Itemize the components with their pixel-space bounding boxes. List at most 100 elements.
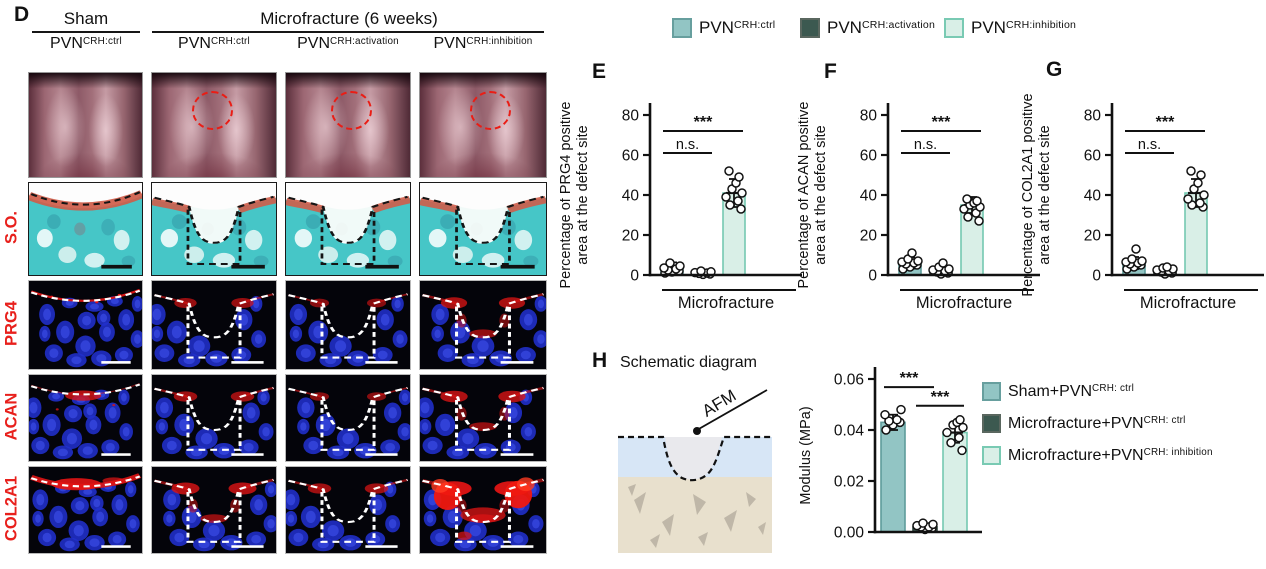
svg-text:area at the defect site: area at the defect site [813,125,829,264]
svg-text:0: 0 [868,268,877,285]
panel-g-letter: G [1046,58,1063,81]
surface-dashed-line [618,435,772,482]
group-header-sham: Sham [63,9,109,28]
micrograph-col2a1-mf-activation [285,466,411,554]
legend-label: PVNCRH:activation [827,18,935,38]
legend-label-base: PVN [699,18,734,37]
svg-text:n.s.: n.s. [1138,137,1161,153]
micrograph-gross-mf-ctrl [151,72,277,178]
column-label-sup: CRH:ctrl [82,35,122,47]
micrograph-col2a1-mf-ctrl [151,466,277,554]
column-label-base: PVN [297,35,331,52]
svg-text:Microfracture: Microfracture [1140,294,1236,312]
svg-text:60: 60 [860,148,878,165]
defect-void [665,437,722,480]
h-legend-swatch-mf-inhibition [982,446,1001,465]
micrograph-so-mf-ctrl [151,182,277,276]
micrograph-acan-mf-ctrl [151,374,277,462]
micrograph-prg4-mf-ctrl [151,280,277,370]
h-legend-label: Microfracture+PVNCRH: inhibition [1008,447,1213,465]
row-label-acan: ACAN [2,392,21,441]
panel-d-letter: D [14,3,30,26]
h-legend-item-mf-ctrl: Microfracture+PVNCRH: ctrl [982,414,1213,433]
afm-cantilever [696,389,768,431]
svg-text:area at the defect site: area at the defect site [1037,125,1053,264]
legend-swatch-inhibition [944,18,964,38]
micrograph-gross-mf-activation [285,72,411,178]
micrograph-prg4-mf-activation [285,280,411,370]
afm-label: AFM [699,386,740,421]
column-label-mf-activation: PVNCRH:activation [285,35,411,53]
h-legend-label-sup: CRH: inhibition [1143,447,1213,459]
row-label-col2a1: COL2A1 [2,475,21,542]
h-legend-item-mf-inhibition: Microfracture+PVNCRH: inhibition [982,446,1213,465]
column-label-mf-inhibition: PVNCRH:inhibition [419,35,547,53]
svg-text:20: 20 [860,228,878,245]
chart-acan-svg: 0 20 40 60 80 Percentage of ACAN positive area… [798,102,1040,312]
svg-text:40: 40 [622,188,640,205]
panel-h-letter: H [592,349,608,372]
h-legend-label-sup: CRH: ctrl [1092,383,1135,395]
micrograph-col2a1-sham [28,466,143,554]
svg-text:20: 20 [1084,228,1102,245]
svg-text:80: 80 [860,108,878,125]
legend-label: PVNCRH:inhibition [971,18,1076,38]
legend-label-base: PVN [827,18,862,37]
legend-item-inhibition: PVNCRH:inhibition [944,18,1076,38]
svg-text:40: 40 [860,188,878,205]
svg-text:Percentage of ACAN positive: Percentage of ACAN positive [798,102,812,289]
column-label-sham-ctrl: PVNCRH:ctrl [28,35,144,53]
micrograph-so-sham [28,182,143,276]
column-label-sup: CRH:ctrl [210,35,250,47]
legend-swatch-ctrl [672,18,692,38]
svg-text:***: *** [900,370,919,387]
column-label-sup: CRH:inhibition [466,35,533,47]
legend-label-base: PVN [971,18,1006,37]
svg-text:40: 40 [1084,188,1102,205]
schematic-diagram: AFM [618,386,772,553]
micrograph-gross-mf-inhibition [419,72,547,178]
legend-label-sup: CRH:activation [861,19,936,32]
svg-text:0: 0 [630,268,639,285]
panel-d-grid [28,72,547,554]
h-legend-label-base: Sham+PVN [1008,382,1093,400]
legend-item-activation: PVNCRH:activation [800,18,935,38]
svg-text:Percentage of PRG4 positive: Percentage of PRG4 positive [560,102,574,289]
legend-label-sup: CRH:ctrl [733,19,776,32]
h-legend-label-base: Microfracture+PVN [1008,414,1144,432]
column-label-base: PVN [178,35,211,52]
svg-text:***: *** [694,114,713,131]
h-legend-swatch-mf-ctrl [982,414,1001,433]
column-label-base: PVN [433,35,467,52]
svg-text:0: 0 [1092,268,1101,285]
column-label-base: PVN [50,35,83,52]
group-header-sham-underline [32,31,140,33]
svg-text:20: 20 [622,228,640,245]
micrograph-prg4-mf-inhibition [419,280,547,370]
h-legend-label: Microfracture+PVNCRH: ctrl [1008,415,1186,433]
micrograph-prg4-sham [28,280,143,370]
defect-circle-marker [470,90,512,130]
micrograph-so-mf-activation [285,182,411,276]
legend-swatch-activation [800,18,820,38]
legend-label: PVNCRH:ctrl [699,18,775,38]
schematic-title: Schematic diagram [620,354,757,371]
legend-label-sup: CRH:inhibition [1005,19,1077,32]
micrograph-acan-sham [28,374,143,462]
svg-text:60: 60 [622,148,640,165]
defect-circle-marker [191,90,233,130]
group-header-microfracture-underline [152,31,544,33]
svg-text:0.02: 0.02 [834,474,864,491]
row-label-so: S.O. [2,211,21,245]
micrograph-acan-mf-inhibition [419,374,547,462]
h-legend-label: Sham+PVNCRH: ctrl [1008,383,1134,401]
chart-col2a1-svg: 0 20 40 60 80 Percentage of COL2A1 positivear… [1022,93,1264,312]
chart-prg4-svg: 0 20 40 60 80 Percentage of PRG4 positive area… [560,102,802,312]
svg-text:Microfracture: Microfracture [916,294,1012,312]
svg-text:n.s.: n.s. [676,137,699,153]
svg-text:80: 80 [622,108,640,125]
svg-text:***: *** [932,114,951,131]
svg-text:Microfracture: Microfracture [678,294,774,312]
micrograph-col2a1-mf-inhibition [419,466,547,554]
